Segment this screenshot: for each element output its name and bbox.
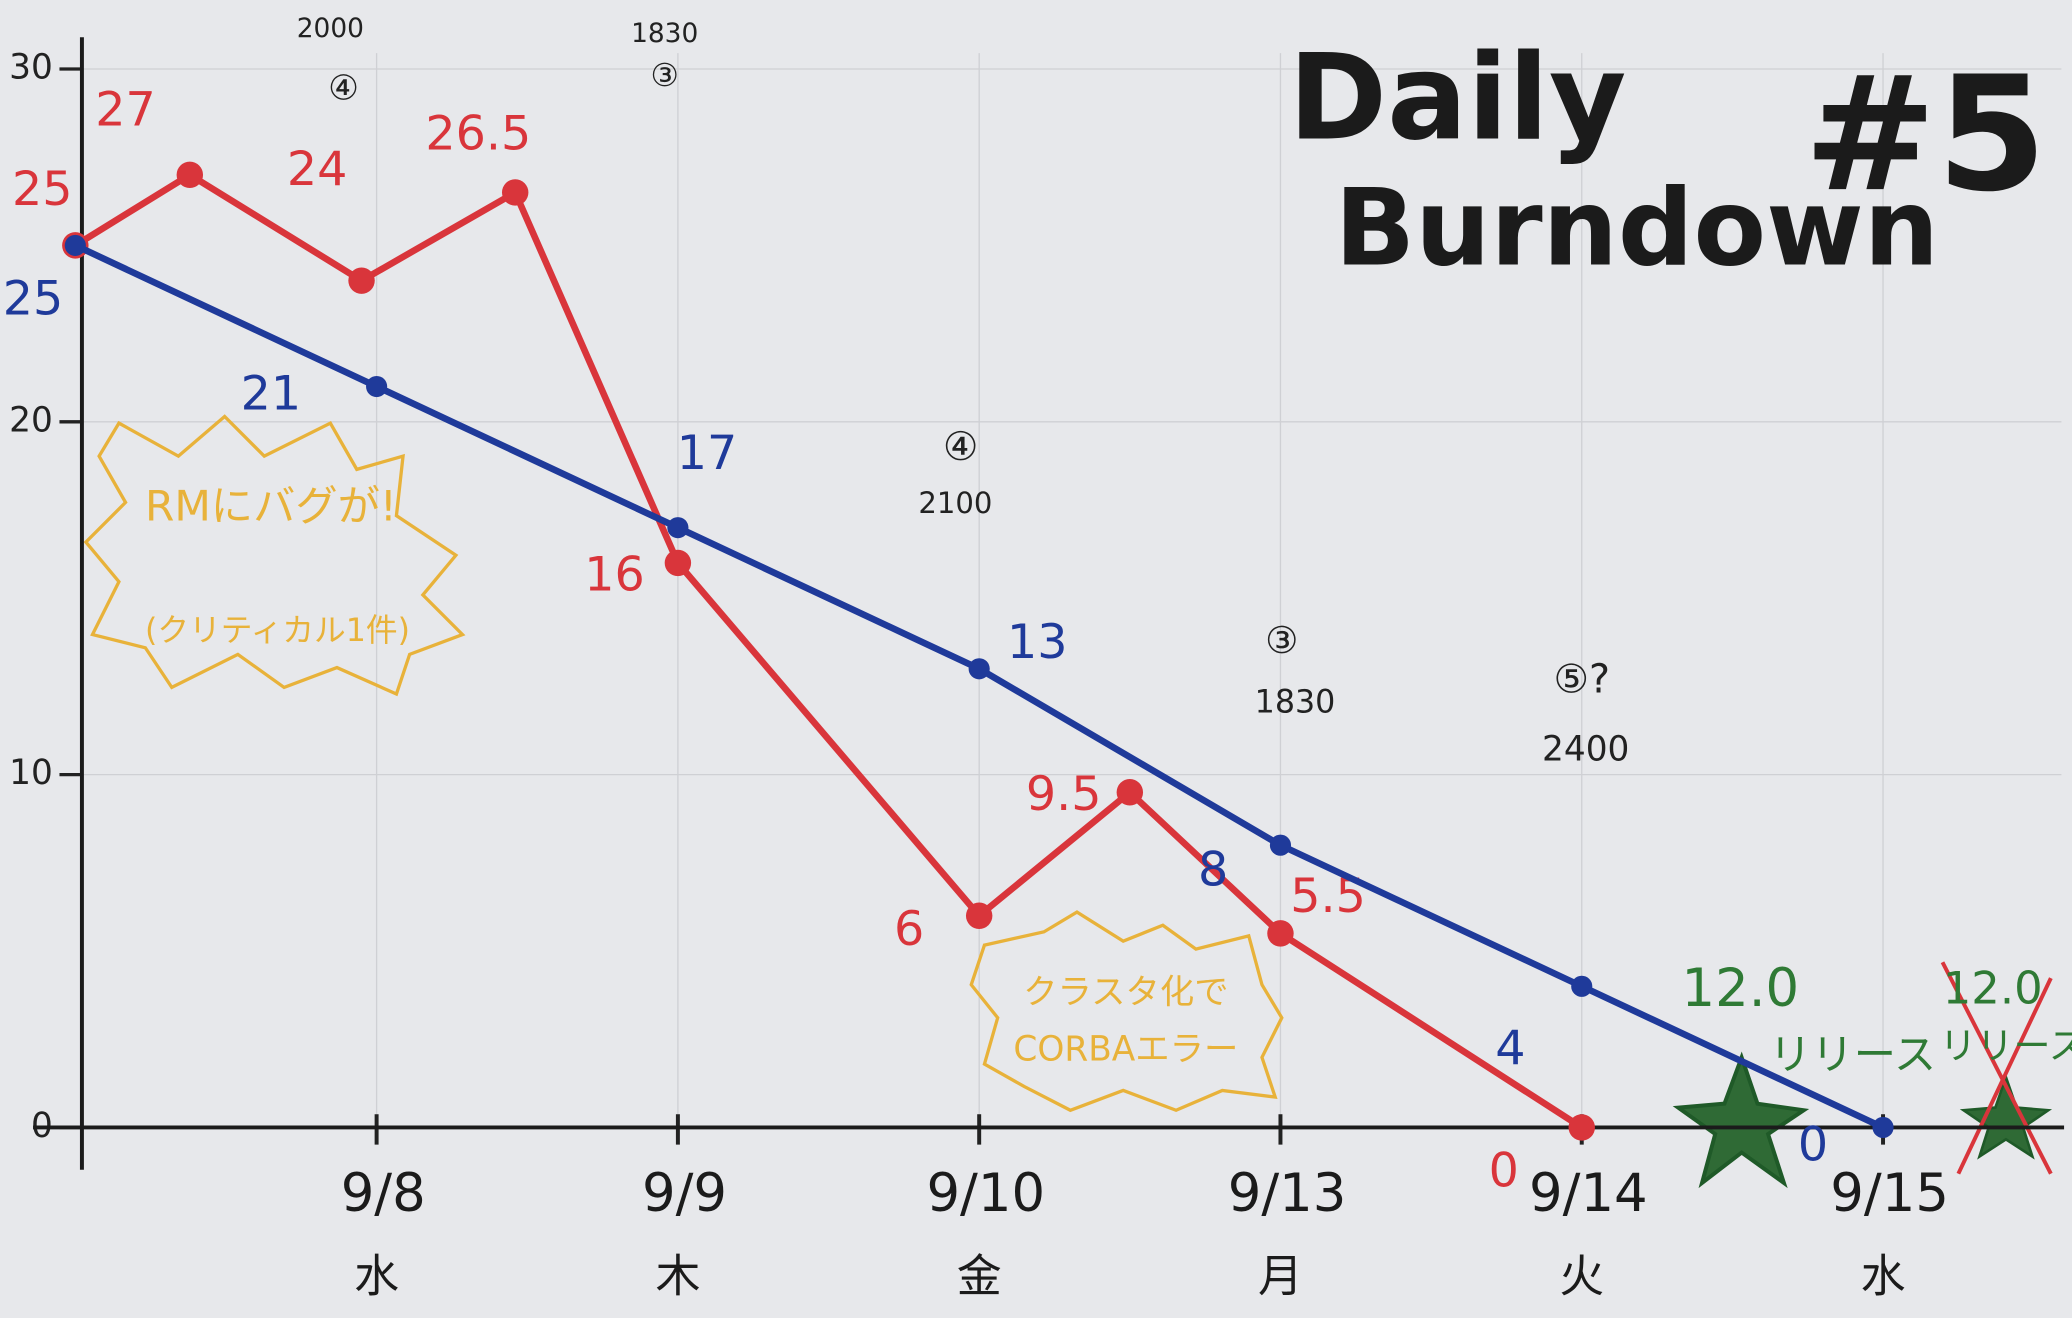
data-label: 17 xyxy=(677,426,738,481)
annotation: 2000 xyxy=(297,13,364,44)
annotation: ③ xyxy=(1265,619,1298,662)
point xyxy=(176,161,204,189)
starburst-bug xyxy=(83,414,466,697)
point xyxy=(1267,920,1294,947)
annotation: RMにバグが! xyxy=(145,482,397,531)
data-label: 6 xyxy=(894,902,924,957)
point xyxy=(968,658,990,680)
chart-title-number: #5 xyxy=(1804,43,2047,227)
annotation: リリース xyxy=(1769,1030,1936,1079)
point xyxy=(1571,975,1593,997)
x-sublabel: 月 xyxy=(1258,1249,1303,1302)
y-tick-label: 30 xyxy=(9,47,53,87)
y-tick-label: 20 xyxy=(9,400,53,440)
x-tick-label: 9/10 xyxy=(926,1163,1045,1224)
data-label: 21 xyxy=(241,367,302,422)
annotation: リリース xyxy=(1939,1025,2072,1068)
point xyxy=(965,902,993,929)
x-tick-label: 9/8 xyxy=(341,1163,426,1224)
point xyxy=(667,517,689,539)
x-sublabel: 水 xyxy=(354,1249,399,1302)
annotation: 12.0 xyxy=(1943,961,2043,1014)
point xyxy=(1116,779,1144,806)
data-label: 9.5 xyxy=(1026,767,1102,822)
point xyxy=(64,234,86,256)
data-label: 24 xyxy=(287,142,348,197)
cross-out xyxy=(1940,961,2053,1175)
y-tick-label: 10 xyxy=(9,753,53,793)
x-tick-label: 9/13 xyxy=(1228,1163,1347,1224)
point xyxy=(1269,834,1292,856)
annotation: クラスタ化で xyxy=(1023,972,1228,1012)
annotation: 1830 xyxy=(1255,684,1336,720)
x-sublabel: 木 xyxy=(655,1249,700,1302)
x-tick-label: 9/14 xyxy=(1529,1163,1648,1224)
point xyxy=(1872,1116,1894,1139)
release-star xyxy=(1672,1051,1810,1189)
chart-title: Burndown xyxy=(1335,166,1939,289)
x-sublabel: 水 xyxy=(1861,1249,1906,1302)
annotation: 12.0 xyxy=(1681,958,1799,1019)
data-label: 0 xyxy=(1489,1144,1519,1199)
data-label: 8 xyxy=(1198,842,1228,897)
point xyxy=(501,179,529,206)
data-label: 27 xyxy=(95,83,156,138)
x-tick-label: 9/9 xyxy=(642,1163,727,1224)
cross-out xyxy=(1956,977,2053,1175)
x-tick-label: 9/15 xyxy=(1830,1163,1949,1224)
data-label: 13 xyxy=(1007,615,1068,670)
release-star-crossed xyxy=(1959,1073,2053,1160)
data-label: 16 xyxy=(584,548,645,603)
data-label: 26.5 xyxy=(425,106,531,161)
point xyxy=(1568,1114,1595,1141)
starburst-corba xyxy=(969,910,1284,1113)
data-label: 25 xyxy=(3,272,64,327)
point xyxy=(366,375,388,398)
annotation: ④ xyxy=(328,69,359,109)
data-label: 25 xyxy=(12,162,73,217)
annotation: CORBAエラー xyxy=(1013,1029,1238,1069)
x-sublabel: 火 xyxy=(1559,1249,1604,1302)
annotation: 2400 xyxy=(1542,729,1629,769)
annotation: 2100 xyxy=(918,486,992,520)
annotation: ④ xyxy=(943,424,979,470)
data-label: 0 xyxy=(1798,1117,1828,1172)
annotation: ⑤? xyxy=(1553,657,1610,703)
annotation: ③ xyxy=(650,58,678,94)
chart-title: Daily xyxy=(1288,30,1626,168)
point xyxy=(348,267,375,294)
annotation: (クリティカル1件) xyxy=(145,613,410,649)
point xyxy=(664,549,692,577)
annotation: 1830 xyxy=(631,18,698,49)
x-sublabel: 金 xyxy=(957,1249,1002,1302)
data-label: 4 xyxy=(1495,1021,1525,1076)
